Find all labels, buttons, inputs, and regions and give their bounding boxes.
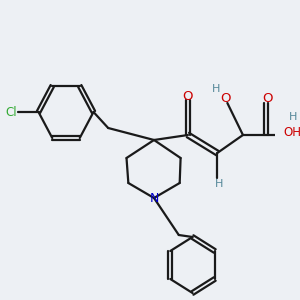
- Text: H: H: [215, 179, 223, 189]
- Text: OH: OH: [283, 125, 300, 139]
- Text: O: O: [220, 92, 231, 104]
- Text: N: N: [149, 191, 159, 205]
- Text: Cl: Cl: [5, 106, 17, 118]
- Text: O: O: [183, 89, 193, 103]
- Text: H: H: [212, 84, 220, 94]
- Text: O: O: [262, 92, 273, 104]
- Text: H: H: [289, 112, 298, 122]
